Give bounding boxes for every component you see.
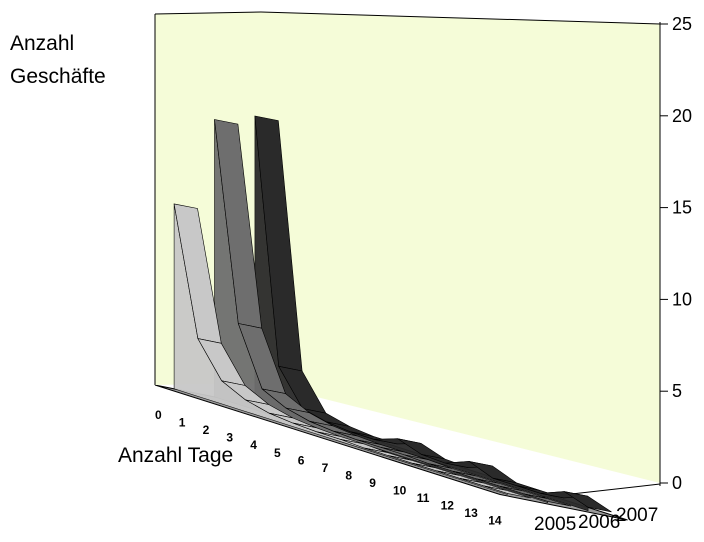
series-ribbon-2007 bbox=[254, 115, 612, 513]
z-tick-label: 2005 bbox=[534, 514, 576, 535]
series-2007-point-13 bbox=[564, 491, 612, 513]
x-tick-label: 1 bbox=[179, 416, 186, 430]
x-axis-label: Anzahl Tage bbox=[118, 444, 233, 467]
z-tick-label: 2007 bbox=[616, 505, 658, 526]
x-tick-label: 9 bbox=[369, 476, 376, 490]
x-tick-label: 6 bbox=[298, 453, 305, 467]
x-tick-label: 13 bbox=[464, 506, 478, 520]
series-ribbons bbox=[173, 115, 612, 513]
back-wall-right-edge bbox=[260, 11, 661, 25]
x-tick-label: 10 bbox=[393, 484, 407, 498]
series-ribbon-2005 bbox=[173, 203, 531, 499]
y-tick-label: 10 bbox=[672, 289, 692, 309]
x-tick-label: 4 bbox=[250, 438, 257, 452]
x-tick-label: 12 bbox=[441, 499, 455, 513]
y-axis-label-line-1: Anzahl bbox=[10, 32, 74, 55]
x-tick-label: 14 bbox=[488, 514, 502, 528]
x-tick-label: 11 bbox=[417, 491, 430, 505]
back-wall-top-edge bbox=[154, 11, 262, 15]
y-tick-label: 5 bbox=[672, 381, 682, 401]
x-tick-label: 7 bbox=[322, 461, 329, 475]
z-tick-label: 2006 bbox=[578, 512, 620, 533]
y-tick-label: 25 bbox=[672, 14, 692, 34]
x-tick-label: 0 bbox=[155, 408, 162, 422]
x-tick-label: 2 bbox=[203, 423, 210, 437]
x-tick-label: 3 bbox=[226, 431, 233, 445]
y-tick-label: 15 bbox=[672, 198, 692, 218]
y-tick-label: 0 bbox=[672, 473, 682, 493]
series-2005-point-13 bbox=[483, 485, 531, 499]
x-tick-label: 5 bbox=[274, 446, 281, 460]
series-ribbon-2006 bbox=[214, 119, 572, 507]
y-axis-label-line-2: Geschäfte bbox=[10, 65, 106, 88]
y-axis-ticks: 0 5 10 15 20 25 bbox=[660, 14, 692, 493]
y-tick-label: 20 bbox=[672, 106, 692, 126]
x-tick-label: 8 bbox=[345, 468, 352, 482]
series-2006-point-13 bbox=[523, 493, 572, 507]
